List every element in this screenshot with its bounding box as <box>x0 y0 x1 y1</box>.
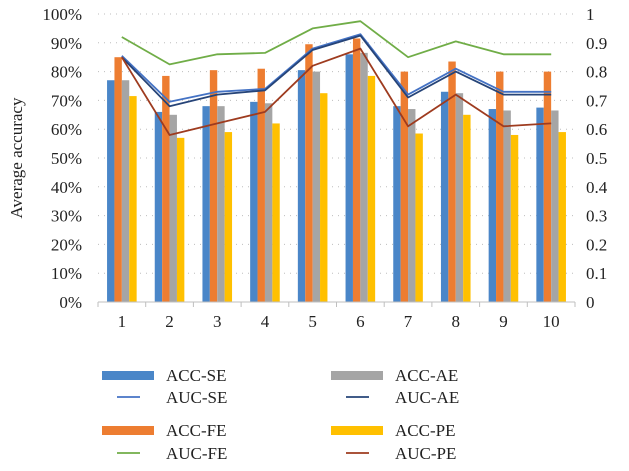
bar-acc-pe <box>510 134 519 302</box>
bar-acc-fe <box>305 44 313 303</box>
legend-label: ACC-FE <box>166 421 226 440</box>
legend-label: AUC-SE <box>166 388 227 407</box>
bar-acc-ae <box>360 52 368 302</box>
bar-acc-ae <box>455 93 464 302</box>
bar-acc-pe <box>415 133 423 302</box>
bar-acc-se <box>488 109 497 302</box>
y-right-tick-label: 0.7 <box>586 91 608 110</box>
lines <box>121 20 552 136</box>
x-tick-label: 10 <box>543 312 560 331</box>
y-right-tick-label: 0.4 <box>586 178 608 197</box>
bar-acc-se <box>202 106 210 302</box>
bar-acc-ae <box>264 103 273 302</box>
y-left-tick-label: 20% <box>51 235 82 254</box>
bar-acc-fe <box>257 68 265 302</box>
x-tick-label: 6 <box>356 312 365 331</box>
y-left-tick-label: 90% <box>51 34 82 53</box>
legend-label: AUC-PE <box>395 444 456 463</box>
y-left-tick-label: 10% <box>51 264 82 283</box>
x-tick-label: 8 <box>452 312 461 331</box>
y-left-tick-label: 60% <box>51 120 82 139</box>
y-right-tick-label: 0.6 <box>586 120 607 139</box>
bar-acc-fe <box>448 61 456 302</box>
y-right-tick-label: 0.1 <box>586 264 607 283</box>
legend-label: AUC-AE <box>395 388 459 407</box>
bar-acc-fe <box>162 75 170 302</box>
bars <box>107 38 566 303</box>
bar-acc-ae <box>217 106 225 302</box>
y-right-tick-label: 0.9 <box>586 34 607 53</box>
x-tick-label: 7 <box>404 312 413 331</box>
y-axis-title: Average accuracy <box>7 97 26 218</box>
bar-acc-se <box>440 91 449 302</box>
bar-acc-ae <box>169 114 177 302</box>
y-right-tick-label: 0.2 <box>586 235 607 254</box>
bar-acc-ae <box>121 80 130 303</box>
bar-acc-pe <box>558 132 566 302</box>
bar-acc-se <box>250 101 258 302</box>
x-tick-label: 1 <box>118 312 127 331</box>
tick-labels: 0% 10% 20% 30% 40% 50% 60% 70% 80% 90% 100% 0 0.1 0.2… <box>42 5 607 331</box>
line-auc-ae <box>121 34 552 108</box>
line-auc-pe <box>121 47 552 136</box>
bar-acc-ae <box>551 110 559 302</box>
x-tick-label: 4 <box>261 312 270 331</box>
x-tick-label: 3 <box>213 312 222 331</box>
y-right-tick-label: 0.5 <box>586 149 607 168</box>
bar-acc-se <box>107 80 115 303</box>
y-right-tick-label: 1 <box>586 5 595 24</box>
legend-label: ACC-AE <box>395 366 458 385</box>
axes <box>97 301 576 307</box>
x-tick-label: 2 <box>165 312 174 331</box>
y-left-tick-label: 50% <box>51 149 82 168</box>
y-left-tick-label: 70% <box>51 91 82 110</box>
bar-acc-fe <box>543 71 552 302</box>
bar-acc-fe <box>400 71 409 302</box>
bar-acc-ae <box>503 110 511 302</box>
x-tick-label: 5 <box>308 312 317 331</box>
y-left-tick-label: 0% <box>59 293 82 312</box>
bar-acc-ae <box>312 71 321 302</box>
bar-acc-fe <box>114 57 122 303</box>
y-left-tick-label: 40% <box>51 178 82 197</box>
bar-acc-pe <box>320 93 328 302</box>
bar-acc-pe <box>463 114 471 302</box>
bar-acc-pe <box>224 132 233 302</box>
legend: ACC-SE AUC-SE ACC-FE AUC-FE ACC-AE AUC-AE ACC-… <box>102 366 459 463</box>
line-auc-se <box>121 33 552 103</box>
y-left-tick-label: 80% <box>51 63 82 82</box>
legend-swatch-acc-se <box>102 371 154 380</box>
legend-label: AUC-FE <box>166 444 227 463</box>
bar-acc-fe <box>352 38 361 302</box>
bar-acc-fe <box>209 70 218 302</box>
bar-acc-fe <box>496 71 504 302</box>
bar-acc-pe <box>367 75 376 302</box>
legend-label: ACC-PE <box>395 421 455 440</box>
bar-acc-se <box>345 54 353 302</box>
bar-acc-se <box>536 107 544 302</box>
line-auc-fe <box>121 20 552 66</box>
y-right-tick-label: 0.8 <box>586 63 607 82</box>
bar-acc-se <box>393 106 401 302</box>
bar-acc-ae <box>408 109 416 302</box>
x-tick-label: 9 <box>499 312 508 331</box>
y-left-tick-label: 30% <box>51 207 82 226</box>
bar-acc-pe <box>176 137 185 302</box>
legend-swatch-acc-pe <box>331 426 383 435</box>
bar-acc-pe <box>272 123 280 302</box>
legend-label: ACC-SE <box>166 366 226 385</box>
y-right-tick-label: 0 <box>586 293 595 312</box>
bar-acc-se <box>297 70 306 302</box>
legend-swatch-acc-fe <box>102 426 154 435</box>
y-right-tick-label: 0.3 <box>586 207 607 226</box>
bar-acc-pe <box>129 96 137 302</box>
bar-acc-se <box>154 111 163 302</box>
y-left-tick-label: 100% <box>42 5 82 24</box>
legend-swatch-acc-ae <box>331 371 383 380</box>
